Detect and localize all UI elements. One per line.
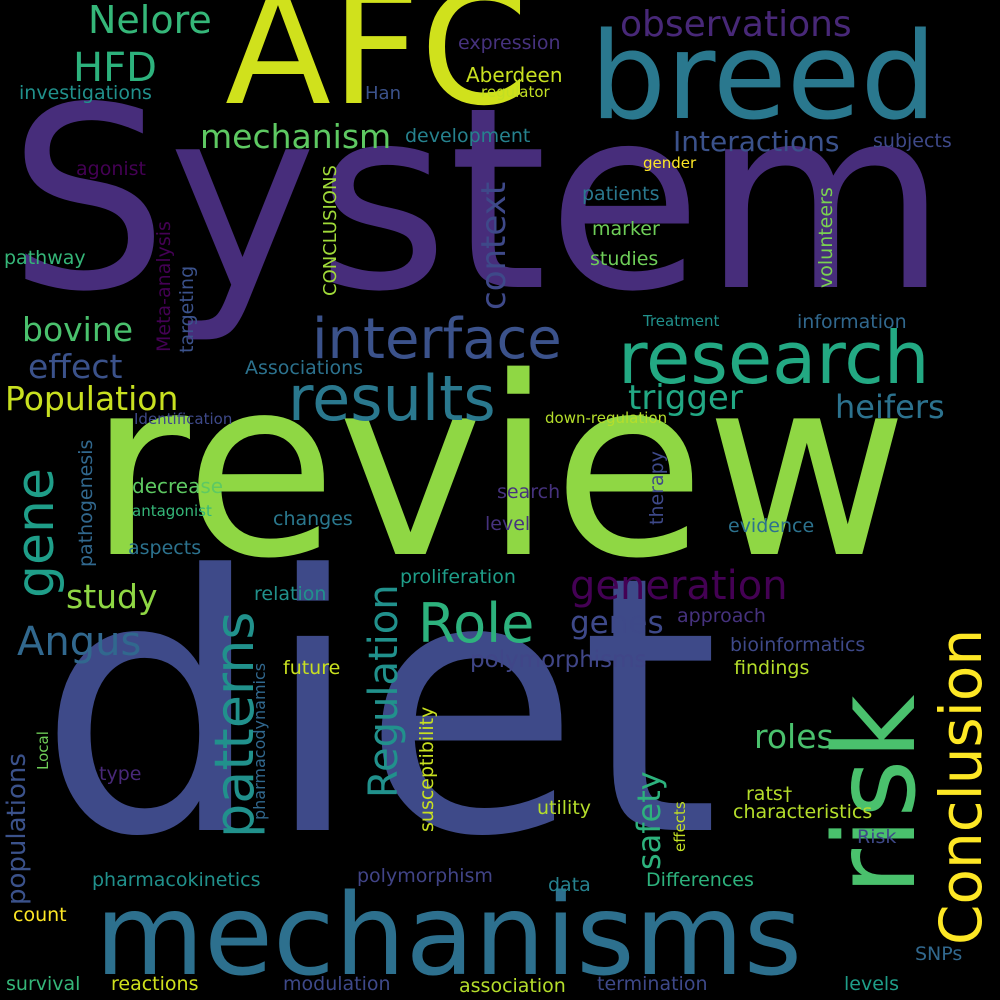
word-proliferation: proliferation: [400, 566, 516, 588]
word-modulation: modulation: [283, 973, 391, 995]
word-safety: safety: [630, 771, 668, 870]
word-characteristics: characteristics: [733, 801, 873, 823]
word-differences: Differences: [646, 869, 754, 891]
word-trigger: trigger: [628, 378, 743, 418]
word-gender: gender: [643, 154, 697, 172]
word-meta-analysis: Meta-analysis: [153, 221, 175, 352]
word-identification: Identification: [134, 410, 233, 428]
word-roles: roles: [754, 717, 834, 756]
word-volunteers: volunteers: [815, 187, 837, 288]
word-conclusions: CONCLUSIONS: [320, 165, 341, 296]
word-heifers: heifers: [835, 388, 945, 426]
word-diet: diet: [38, 500, 720, 914]
word-pathogenesis: pathogenesis: [75, 439, 97, 567]
word-susceptibility: susceptibility: [416, 706, 438, 832]
word-agonist: agonist: [76, 158, 146, 180]
word-risk: risk: [811, 694, 941, 895]
word-targeting: targeting: [176, 265, 198, 353]
word-termination: termination: [597, 973, 708, 995]
word-data: data: [548, 874, 591, 896]
word-findings: findings: [734, 657, 810, 679]
word-information: information: [797, 311, 907, 333]
word-local: Local: [34, 731, 52, 770]
word-treatment: Treatment: [643, 312, 720, 330]
word-regulation: Regulation: [361, 584, 407, 798]
word-observations: observations: [620, 4, 852, 45]
word-review: review: [88, 325, 909, 613]
word-down-regulation: down-regulation: [545, 409, 668, 427]
word-context: context: [474, 181, 514, 310]
word-risk-small: Risk: [857, 826, 897, 848]
word-development: development: [405, 125, 531, 147]
word-population: Population: [5, 379, 179, 418]
word-changes: changes: [273, 508, 353, 530]
word-antagonist: antagonist: [132, 502, 212, 520]
word-aberdeen: Aberdeen: [466, 63, 563, 87]
word-system: System: [8, 54, 948, 347]
word-relation: relation: [254, 583, 327, 605]
word-therapy: therapy: [646, 451, 668, 525]
word-interactions: Interactions: [673, 125, 840, 158]
word-reactions: reactions: [111, 973, 199, 995]
word-type: type: [99, 763, 142, 785]
word-polymorphisms: polymorphisms: [470, 647, 647, 673]
word-future: future: [283, 657, 341, 679]
word-utility: utility: [537, 797, 592, 819]
word-aspects: aspects: [128, 537, 202, 559]
word-snps: SNPs: [915, 943, 963, 965]
word-pathway: pathway: [4, 247, 86, 269]
word-count: count: [13, 904, 67, 926]
word-conclusion: Conclusion: [927, 628, 995, 945]
word-genes: genes: [570, 605, 664, 641]
word-effects: effects: [671, 801, 689, 852]
word-interface: interface: [312, 307, 562, 372]
word-expression: expression: [458, 32, 561, 54]
word-marker: marker: [592, 218, 660, 240]
word-rats: rats†: [746, 783, 793, 805]
word-nelore: Nelore: [88, 0, 212, 42]
word-patients: patients: [582, 183, 660, 205]
word-regulator: regulator: [481, 83, 550, 101]
word-han: Han: [365, 83, 401, 104]
word-angus: Angus: [17, 619, 142, 665]
word-association: association: [459, 975, 566, 997]
word-bioinformatics: bioinformatics: [730, 634, 866, 656]
word-study: study: [66, 577, 158, 616]
word-subjects: subjects: [873, 130, 952, 152]
word-bovine: bovine: [22, 310, 134, 349]
word-hfd: HFD: [73, 45, 157, 91]
word-role: Role: [418, 592, 535, 655]
word-level: level: [485, 513, 531, 535]
word-investigations: investigations: [19, 82, 152, 104]
word-mechanisms: mechanisms: [95, 871, 803, 1000]
word-pharmacodynamics: pharmacodynamics: [250, 662, 269, 820]
word-decrease: decrease: [132, 474, 224, 498]
word-effect: effect: [28, 347, 123, 386]
word-research: research: [618, 316, 930, 400]
word-breed: breed: [590, 8, 937, 147]
word-levels: levels: [844, 973, 900, 995]
word-approach: approach: [677, 605, 766, 627]
word-afc: AFC: [225, 0, 529, 140]
word-populations: populations: [2, 753, 32, 905]
word-survival: survival: [6, 973, 81, 995]
word-studies: studies: [590, 248, 659, 270]
word-results: results: [288, 362, 496, 435]
word-generation: generation: [570, 563, 788, 609]
word-pharmacokinetics: pharmacokinetics: [92, 869, 261, 891]
word-associations: Associations: [245, 357, 364, 379]
word-search: search: [497, 481, 561, 503]
word-gene: gene: [6, 468, 66, 598]
word-evidence: evidence: [728, 515, 815, 537]
word-polymorphism: polymorphism: [357, 865, 493, 887]
word-mechanism: mechanism: [200, 117, 392, 156]
